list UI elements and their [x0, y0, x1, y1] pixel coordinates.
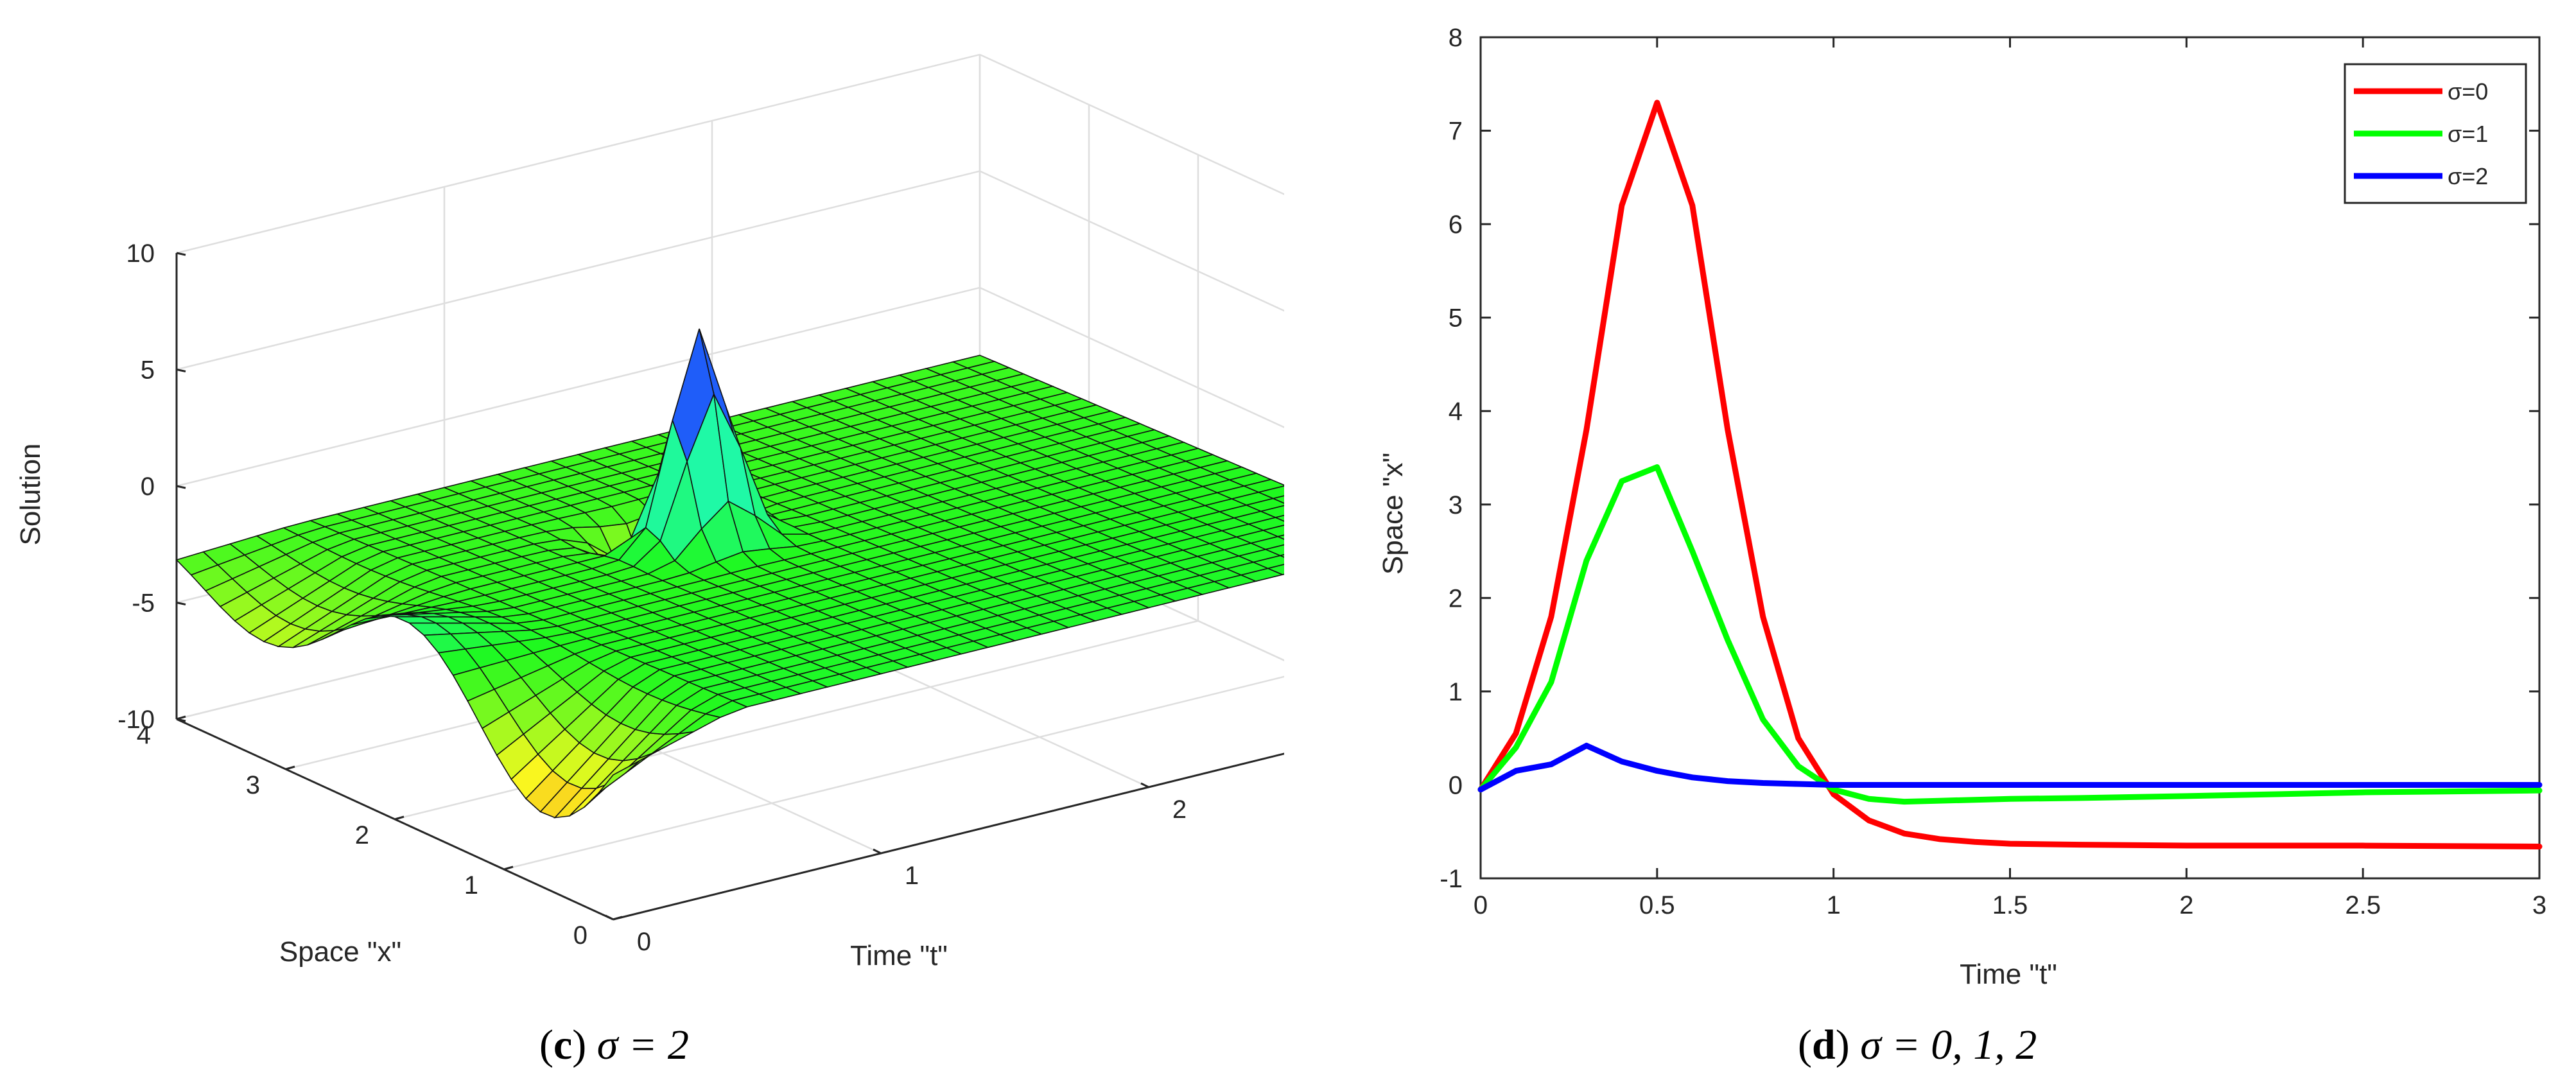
z-tick-label: 5 [141, 356, 155, 385]
wall-grid-line [979, 53, 1284, 195]
surface-mesh [175, 328, 1284, 819]
y-tick [394, 815, 405, 821]
y-tick-label: 4 [1449, 397, 1463, 426]
y-tick-label: 0 [573, 921, 587, 950]
x-tick-label: 0 [637, 928, 651, 956]
y-tick-label: 1 [464, 871, 478, 900]
z-tick [176, 252, 186, 256]
x-tick-label: 2 [1172, 796, 1187, 824]
y-tick [176, 715, 186, 720]
caption-label: c [553, 1022, 573, 1068]
x-tick-label: 3 [2532, 891, 2546, 919]
surface-face [1266, 564, 1284, 575]
surface-face [1257, 485, 1284, 500]
x-tick-label: 1 [1827, 891, 1841, 919]
z-tick [176, 602, 186, 605]
x-tick-label: 2.5 [2345, 891, 2381, 919]
z-tick-label: -10 [117, 706, 155, 734]
x-tick-label: 1 [905, 862, 919, 890]
caption-c: (c) σ = 2 [539, 1022, 689, 1068]
caption-text: σ = 0, 1, 2 [1860, 1022, 2037, 1068]
line-chart-d: 0 0.5 1 1.5 2 2.5 3 -1 0 1 2 3 4 5 6 7 8 Space "x" Time … [1377, 24, 2546, 990]
z-tick [176, 485, 186, 489]
wall-grid-line [176, 53, 980, 254]
y-tick-label: -1 [1440, 865, 1463, 893]
z-tick [176, 369, 186, 372]
line-chart-tick-labels: 0 0.5 1 1.5 2 2.5 3 -1 0 1 2 3 4 5 6 7 8 [1440, 24, 2546, 919]
y-tick-label: 8 [1449, 24, 1463, 52]
series-line-2 [1477, 742, 2543, 793]
y-tick-label: 2 [1449, 584, 1463, 613]
x-tick [605, 914, 614, 921]
line-chart-axes [1479, 36, 2541, 880]
legend-label: σ=0 [2448, 78, 2488, 105]
x-axis-line [613, 752, 1284, 921]
y-tick-label: 0 [1449, 771, 1463, 799]
legend: σ=0 σ=1 σ=2 [2344, 63, 2527, 204]
wall-grid-line [176, 286, 980, 487]
surface-face [1262, 525, 1284, 537]
z-axis-label: Solution [15, 443, 46, 545]
y-tick-label: 2 [355, 821, 369, 849]
y-tick-label: 3 [1449, 491, 1463, 519]
surface-face [1271, 495, 1284, 504]
surface-face [1278, 553, 1284, 558]
x-tick [873, 848, 882, 855]
legend-label: σ=1 [2448, 121, 2488, 147]
y-tick-label: 6 [1449, 211, 1463, 239]
y-tick-label: 5 [1449, 304, 1463, 333]
x-axis-label: Time "t" [850, 940, 948, 971]
y-tick [285, 765, 295, 770]
x-tick-label: 2 [2179, 891, 2193, 919]
floor-grid-line [503, 675, 1284, 871]
wall-grid-line [979, 170, 1284, 312]
surface-face [1259, 505, 1284, 518]
x-tick [1140, 782, 1149, 788]
y-tick [613, 916, 623, 921]
y-axis-label: Space "x" [279, 936, 401, 968]
caption-d: (d) σ = 0, 1, 2 [1798, 1022, 2037, 1068]
series-line-1 [1477, 464, 2543, 805]
x-tick-label: 0 [1474, 891, 1488, 919]
surface-face [1264, 544, 1284, 557]
x-tick-label: 1.5 [1992, 891, 2028, 919]
caption-label: d [1811, 1022, 1836, 1068]
surface-face [1274, 514, 1284, 522]
z-tick-label: -5 [132, 589, 155, 618]
y-axis-label: Space "x" [1377, 453, 1409, 575]
wall-grid-line [176, 170, 980, 370]
y-tick-label: 1 [1449, 678, 1463, 706]
x-tick-label: 0.5 [1639, 891, 1675, 919]
surface-face [1276, 534, 1284, 540]
series-line-0 [1477, 100, 2543, 850]
y-tick [503, 865, 514, 871]
z-tick-label: 10 [126, 239, 155, 268]
z-tick-label: 0 [141, 473, 155, 501]
x-axis-label: Time "t" [1960, 959, 2057, 990]
y-tick-label: 4 [137, 721, 151, 749]
wall-grid-line [979, 286, 1284, 428]
y-tick-label: 7 [1449, 117, 1463, 146]
y-tick-label: 3 [246, 771, 260, 799]
legend-label: σ=2 [2448, 163, 2488, 189]
caption-text: σ = 2 [596, 1022, 689, 1068]
line-chart-series [1477, 100, 2543, 850]
